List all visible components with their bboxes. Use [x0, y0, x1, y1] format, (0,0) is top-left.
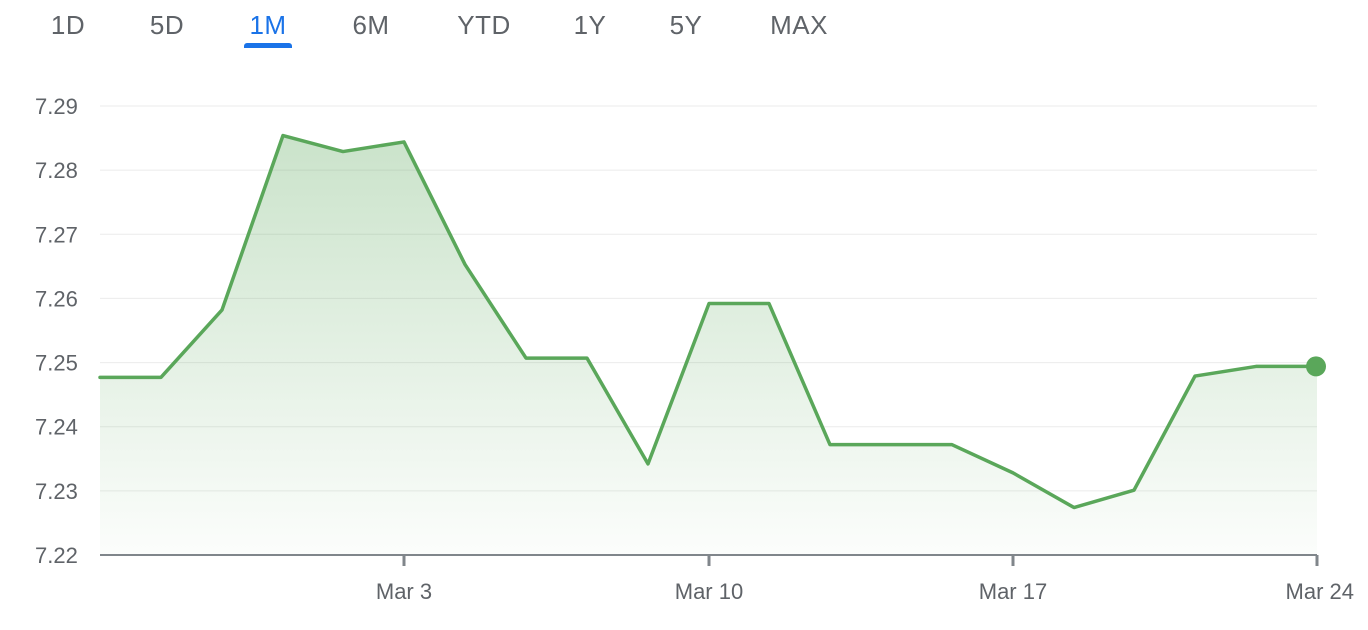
y-tick-label: 7.25 [35, 351, 78, 376]
tab-1d[interactable]: 1D [50, 10, 86, 40]
price-line [98, 133, 1319, 510]
y-tick-label: 7.28 [35, 158, 78, 183]
x-tick-label: Mar 17 [979, 579, 1047, 604]
y-axis-labels: 7.29 7.28 7.27 7.26 7.25 7.24 7.23 7.22 [35, 94, 78, 568]
area-fill [100, 135, 1317, 555]
tab-ytd[interactable]: YTD [457, 10, 511, 40]
range-tabs: 1D 5D 1M 6M YTD 1Y 5Y MAX [0, 0, 1368, 60]
x-tick-label: Mar 3 [376, 579, 432, 604]
tab-1m[interactable]: 1M [249, 10, 287, 40]
last-value-dot[interactable] [1306, 356, 1326, 377]
tab-1y[interactable]: 1Y [573, 10, 607, 40]
y-tick-label: 7.26 [35, 286, 78, 311]
y-tick-label: 7.24 [35, 415, 78, 440]
tab-5d[interactable]: 5D [149, 10, 185, 40]
area-fill-path [100, 135, 1317, 555]
x-tick-label: Mar 24 [1286, 579, 1354, 604]
last-point-marker [1306, 356, 1326, 377]
y-tick-label: 7.23 [35, 479, 78, 504]
tab-6m[interactable]: 6M [352, 10, 390, 40]
y-tick-label: 7.29 [35, 94, 78, 119]
x-tick-label: Mar 10 [675, 579, 743, 604]
tab-5y[interactable]: 5Y [669, 10, 703, 40]
tab-max[interactable]: MAX [770, 10, 828, 40]
selected-tab-indicator [244, 43, 292, 48]
y-tick-label: 7.27 [35, 222, 78, 247]
x-axis-labels: Mar 3 Mar 10 Mar 17 Mar 24 [376, 579, 1354, 604]
x-axis [100, 554, 1319, 566]
price-line-path [98, 133, 1319, 510]
y-tick-label: 7.22 [35, 543, 78, 568]
